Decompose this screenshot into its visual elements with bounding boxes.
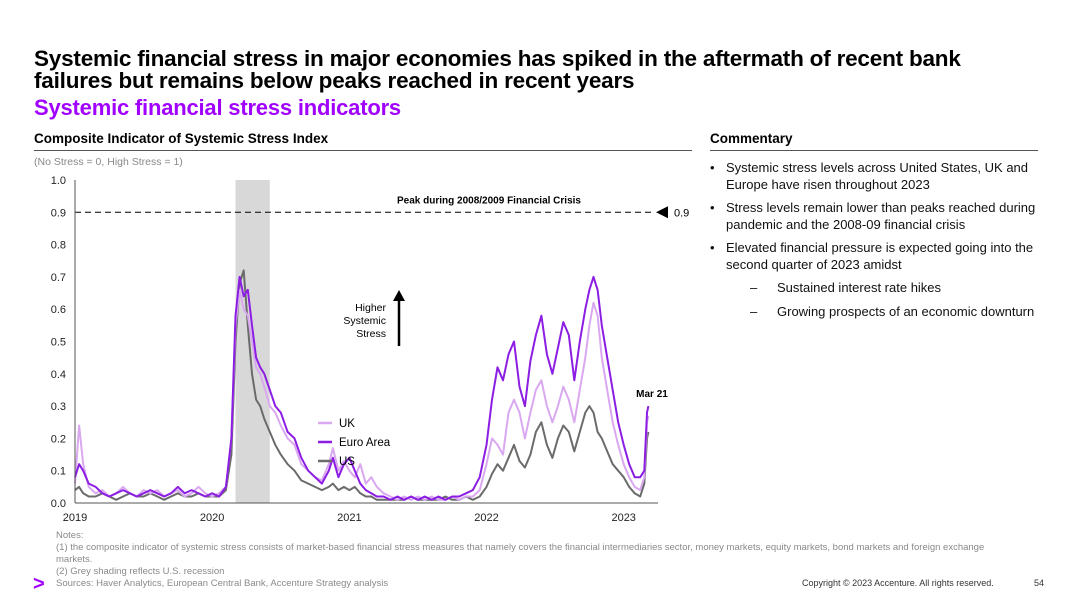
page-title: Systemic financial stress in major econo… [34,46,961,93]
x-tick-label: 2023 [611,512,635,524]
higher-stress-annotation: Systemic [343,315,386,327]
chart-heading-divider [34,150,692,151]
commentary-heading-divider [710,150,1038,151]
dash-symbol: – [750,303,758,319]
bullet-symbol: • [710,160,715,175]
x-tick-label: 2019 [63,512,87,524]
peak-marker-icon [656,206,668,219]
commentary-list: • Systemic stress levels across United St… [708,160,1043,327]
chart-heading: Composite Indicator of Systemic Stress I… [34,131,329,146]
legend-label: US [339,456,355,468]
y-tick-label: 1.0 [51,175,66,187]
series-line-uk [74,288,650,501]
peak-reference-label: Peak during 2008/2009 Financial Crisis [397,195,581,206]
y-tick-label: 0.9 [51,207,66,219]
legend-label: UK [339,418,355,430]
note-2: (2) Grey shading reflects U.S. recession [56,566,225,577]
commentary-bullet: • Stress levels remain lower than peaks r… [708,200,1043,233]
x-tick-label: 2020 [200,512,224,524]
x-tick-label: 2022 [474,512,498,524]
higher-stress-annotation: Higher [355,302,386,314]
y-tick-label: 0.1 [51,466,66,478]
page-number: 54 [1034,578,1045,588]
copyright-text: Copyright © 2023 Accenture. All rights r… [802,578,994,588]
note-1: (1) the composite indicator of systemic … [56,542,985,565]
x-tick-label: 2021 [337,512,361,524]
bullet-symbol: • [710,240,715,255]
commentary-sub-bullet: – Growing prospects of an economic downtu… [708,304,1043,321]
commentary-sub-bullet: – Sustained interest rate hikes [708,280,1043,297]
page-subtitle: Systemic financial stress indicators [34,95,401,120]
bullet-text: Systemic stress levels across United Sta… [726,160,1029,192]
bullet-text: Elevated financial pressure is expected … [726,240,1034,272]
bullet-symbol: • [710,200,715,215]
y-tick-label: 0.5 [51,337,66,349]
bullet-text: Stress levels remain lower than peaks re… [726,200,1036,232]
commentary-bullet: • Elevated financial pressure is expected… [708,240,1043,273]
series-line-us [74,269,650,501]
y-tick-label: 0.7 [51,272,66,284]
sources-note: Sources: Haver Analytics, European Centr… [56,578,389,589]
y-tick-label: 0.3 [51,401,66,413]
y-tick-label: 0.2 [51,433,66,445]
peak-value-label: 0.9 [674,207,689,219]
higher-stress-annotation: Stress [356,328,386,340]
y-tick-label: 0.4 [51,369,66,381]
sub-bullet-text: Sustained interest rate hikes [777,280,942,295]
dash-symbol: – [750,280,758,295]
y-tick-label: 0.8 [51,240,66,252]
sub-bullet-text: Growing prospects of an economic downtur… [777,303,1035,319]
y-tick-label: 0.0 [51,498,66,510]
commentary-heading: Commentary [710,131,793,146]
arrow-up-icon [393,290,405,301]
chart-scale-note: (No Stress = 0, High Stress = 1) [34,156,183,168]
y-tick-label: 0.6 [51,304,66,316]
notes-label: Notes: [56,530,84,541]
notes-block: Notes: (1) the composite indicator of sy… [56,530,996,590]
end-date-label: Mar 21 [636,389,668,400]
legend-label: Euro Area [339,437,391,449]
accenture-logo: > [33,573,45,595]
commentary-bullet: • Systemic stress levels across United St… [708,160,1043,193]
series-line-euro-area [74,275,650,501]
